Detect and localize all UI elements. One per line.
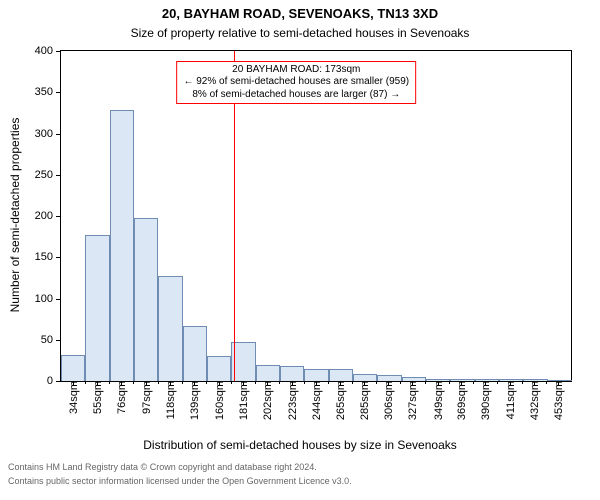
ytick-label: 0: [47, 375, 53, 387]
xtick-label: 223sqm: [287, 381, 299, 420]
xtick-label: 244sqm: [311, 381, 323, 420]
histogram-bar: [85, 235, 109, 381]
xtick-label: 181sqm: [238, 381, 250, 420]
histogram-bar: [134, 218, 158, 381]
annotation-line-3: 8% of semi-detached houses are larger (8…: [183, 89, 409, 102]
histogram-bar: [110, 110, 134, 381]
histogram-bar: [256, 365, 280, 382]
histogram-bar: [329, 369, 353, 381]
xtick-label: 390sqm: [480, 381, 492, 420]
xtick-minor: [497, 381, 498, 384]
histogram-bar: [280, 366, 304, 381]
ytick-mark: [56, 340, 61, 341]
xtick-minor: [328, 381, 329, 384]
xtick-minor: [473, 381, 474, 384]
xtick-minor: [522, 381, 523, 384]
ytick-mark: [56, 381, 61, 382]
xtick-minor: [400, 381, 401, 384]
plot-area: 20 BAYHAM ROAD: 173sqm ← 92% of semi-det…: [60, 50, 572, 382]
histogram-bar: [304, 369, 328, 381]
annotation-line-1: 20 BAYHAM ROAD: 173sqm: [183, 64, 409, 77]
xtick-label: 34sqm: [68, 381, 80, 414]
ytick-label: 400: [35, 45, 53, 57]
xtick-minor: [158, 381, 159, 384]
annotation-box: 20 BAYHAM ROAD: 173sqm ← 92% of semi-det…: [176, 61, 416, 105]
ytick-mark: [56, 299, 61, 300]
histogram-bar: [158, 276, 182, 381]
xtick-minor: [255, 381, 256, 384]
ytick-mark: [56, 175, 61, 176]
xtick-minor: [133, 381, 134, 384]
ytick-label: 150: [35, 251, 53, 263]
ytick-mark: [56, 92, 61, 93]
chart-subtitle: Size of property relative to semi-detach…: [0, 26, 600, 40]
xtick-minor: [425, 381, 426, 384]
xtick-label: 118sqm: [165, 381, 177, 419]
histogram-bar: [231, 342, 255, 381]
xtick-label: 139sqm: [189, 381, 201, 420]
footnote-line-1: Contains HM Land Registry data © Crown c…: [8, 462, 317, 472]
xtick-label: 411sqm: [505, 381, 517, 419]
histogram-bar: [353, 374, 377, 381]
ytick-mark: [56, 51, 61, 52]
xtick-label: 202sqm: [263, 381, 275, 420]
xtick-label: 265sqm: [336, 381, 348, 420]
y-axis-label: Number of semi-detached properties: [8, 118, 22, 313]
x-axis-label: Distribution of semi-detached houses by …: [0, 438, 600, 452]
xtick-label: 453sqm: [553, 381, 565, 420]
ytick-label: 200: [35, 210, 53, 222]
xtick-minor: [449, 381, 450, 384]
xtick-minor: [546, 381, 547, 384]
xtick-minor: [206, 381, 207, 384]
ytick-mark: [56, 216, 61, 217]
xtick-minor: [231, 381, 232, 384]
xtick-label: 349sqm: [433, 381, 445, 420]
footnote-line-2: Contains public sector information licen…: [8, 476, 352, 486]
ytick-label: 250: [35, 169, 53, 181]
xtick-minor: [279, 381, 280, 384]
xtick-minor: [85, 381, 86, 384]
histogram-bar: [183, 326, 207, 381]
ytick-mark: [56, 257, 61, 258]
xtick-minor: [376, 381, 377, 384]
ytick-label: 300: [35, 128, 53, 140]
xtick-label: 285sqm: [359, 381, 371, 420]
xtick-minor: [352, 381, 353, 384]
ytick-label: 350: [35, 86, 53, 98]
xtick-label: 432sqm: [529, 381, 541, 420]
xtick-label: 327sqm: [407, 381, 419, 420]
ytick-mark: [56, 134, 61, 135]
xtick-label: 160sqm: [214, 381, 226, 420]
xtick-minor: [182, 381, 183, 384]
xtick-label: 306sqm: [383, 381, 395, 420]
histogram-bar: [61, 355, 85, 381]
histogram-bar: [207, 356, 231, 381]
ytick-label: 100: [35, 293, 53, 305]
xtick-minor: [109, 381, 110, 384]
ytick-label: 50: [41, 334, 53, 346]
chart-title: 20, BAYHAM ROAD, SEVENOAKS, TN13 3XD: [0, 6, 600, 21]
xtick-label: 76sqm: [116, 381, 128, 414]
xtick-minor: [304, 381, 305, 384]
xtick-label: 369sqm: [456, 381, 468, 420]
xtick-label: 97sqm: [141, 381, 153, 414]
annotation-line-2: ← 92% of semi-detached houses are smalle…: [183, 76, 409, 89]
xtick-label: 55sqm: [92, 381, 104, 414]
